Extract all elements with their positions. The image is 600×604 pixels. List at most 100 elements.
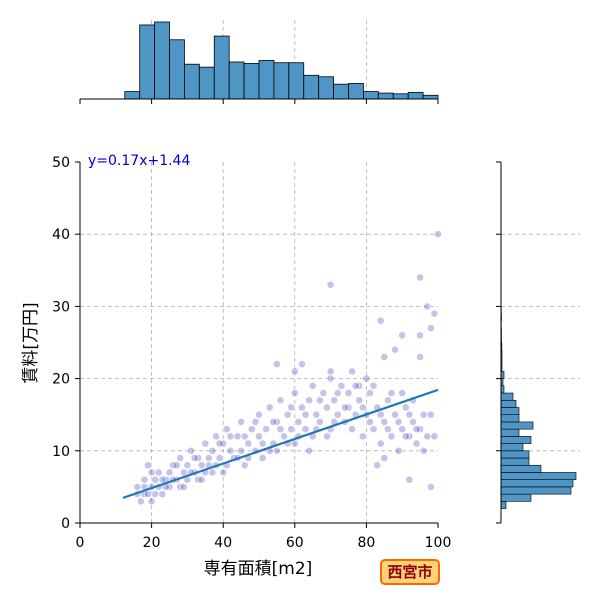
top-hist-bar	[319, 77, 334, 99]
scatter-point	[191, 454, 198, 461]
scatter-point	[273, 447, 280, 454]
scatter-point	[327, 281, 334, 288]
scatter-point	[198, 462, 205, 469]
right-hist-bar	[501, 444, 523, 451]
scatter-point	[399, 426, 406, 433]
top-hist-bar	[423, 95, 438, 99]
scatter-point	[216, 440, 223, 447]
scatter-point	[220, 469, 227, 476]
y-tick-label: 10	[52, 444, 70, 460]
scatter-point	[180, 469, 187, 476]
grid-lines	[80, 162, 438, 523]
scatter-point	[263, 426, 270, 433]
scatter-point	[359, 433, 366, 440]
scatter-point	[374, 462, 381, 469]
right-hist-bar	[501, 422, 533, 429]
scatter-point	[334, 389, 341, 396]
scatter-point	[395, 447, 402, 454]
top-hist-bar	[349, 83, 364, 99]
top-hist-bar	[214, 36, 229, 99]
scatter-point	[270, 418, 277, 425]
scatter-point	[377, 411, 384, 418]
right-hist-bar	[501, 436, 531, 443]
right-hist-bar	[501, 501, 506, 508]
scatter-point	[284, 411, 291, 418]
right-hist-bar	[501, 494, 531, 501]
scatter-point	[173, 462, 180, 469]
scatter-point	[280, 433, 287, 440]
scatter-point	[348, 368, 355, 375]
scatter-point	[399, 389, 406, 396]
scatter-point	[424, 433, 431, 440]
top-hist-bar	[363, 92, 378, 99]
top-hist-bar	[334, 84, 349, 99]
top-hist-bar	[378, 93, 393, 99]
scatter-point	[427, 483, 434, 490]
scatter-point	[431, 433, 438, 440]
scatter-point	[381, 353, 388, 360]
x-axis-label: 専有面積[m2]	[204, 559, 313, 579]
scatter-point	[327, 375, 334, 382]
scatter-point	[431, 310, 438, 317]
scatter-point	[391, 411, 398, 418]
top-hist-bar	[408, 92, 423, 99]
scatter-point	[291, 389, 298, 396]
scatter-point	[331, 397, 338, 404]
scatter-point	[417, 274, 424, 281]
scatter-point	[277, 426, 284, 433]
top-histogram	[80, 20, 438, 104]
top-hist-bar	[125, 92, 140, 99]
scatter-point	[288, 404, 295, 411]
scatter-point	[288, 426, 295, 433]
scatter-point	[266, 404, 273, 411]
scatter-point	[406, 476, 413, 483]
scatter-point	[320, 389, 327, 396]
scatter-point	[402, 433, 409, 440]
right-hist-bar	[501, 472, 576, 479]
scatter-point	[377, 440, 384, 447]
scatter-point	[137, 498, 144, 505]
scatter-point	[384, 397, 391, 404]
scatter-point	[248, 426, 255, 433]
scatter-point	[209, 447, 216, 454]
right-hist-bar	[501, 415, 519, 422]
scatter-point	[227, 447, 234, 454]
scatter-point	[313, 411, 320, 418]
scatter-point	[323, 433, 330, 440]
top-hist-bar	[170, 40, 185, 99]
scatter-point	[424, 303, 431, 310]
scatter-point	[306, 447, 313, 454]
scatter-point	[291, 440, 298, 447]
scatter-point	[309, 382, 316, 389]
top-hist-bar	[155, 22, 170, 99]
scatter-point	[434, 231, 441, 238]
scatter-point	[252, 418, 259, 425]
scatter-point	[427, 324, 434, 331]
scatter-point	[298, 404, 305, 411]
scatter-point	[420, 447, 427, 454]
scatter-point	[363, 375, 370, 382]
right-hist-bar	[501, 458, 529, 465]
top-hist-bar	[259, 61, 274, 100]
y-tick-label: 0	[61, 516, 70, 532]
scatter-point	[388, 433, 395, 440]
top-hist-bar	[199, 67, 214, 99]
scatter-point	[399, 332, 406, 339]
y-axis-label: 賃料[万円]	[21, 302, 41, 383]
top-hist-bar	[244, 63, 259, 99]
top-hist-bar	[229, 62, 244, 99]
scatter-point	[302, 411, 309, 418]
y-tick-label: 40	[52, 227, 70, 243]
scatter-point	[245, 440, 252, 447]
x-tick-label: 0	[76, 535, 85, 551]
scatter-point	[338, 382, 345, 389]
scatter-point	[366, 389, 373, 396]
scatter-point	[155, 469, 162, 476]
top-hist-bar	[289, 63, 304, 99]
scatter-point	[144, 491, 151, 498]
scatter-point	[384, 426, 391, 433]
right-hist-bar	[501, 429, 519, 436]
scatter-point	[420, 411, 427, 418]
